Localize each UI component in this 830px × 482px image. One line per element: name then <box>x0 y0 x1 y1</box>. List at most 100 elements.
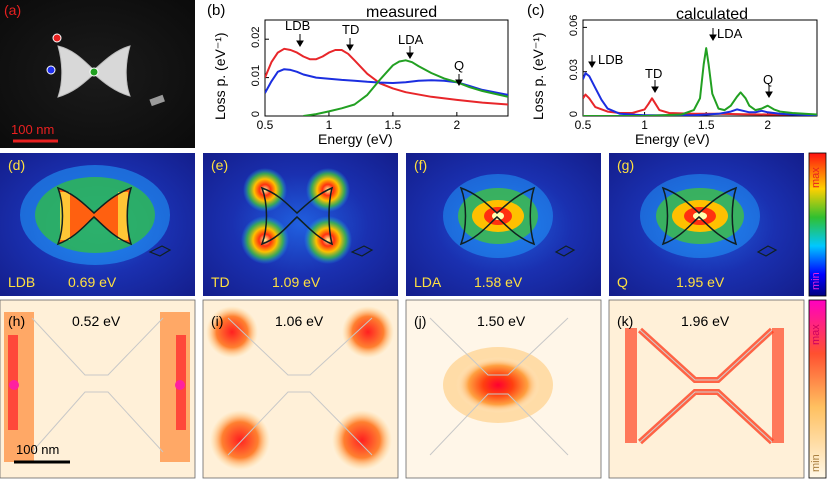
y-tick-label-b: 0.02 <box>250 26 262 47</box>
hotspot-br-e <box>304 216 352 264</box>
eels-map-e <box>203 153 398 296</box>
y-tick-label-b: 0 <box>250 111 262 117</box>
edge-hot-right-d <box>118 192 128 240</box>
lines-b <box>265 47 508 116</box>
axes-frame-c <box>582 19 818 117</box>
energy-label-i: 1.06 eV <box>275 313 324 329</box>
mode-label-g: Q <box>617 274 628 290</box>
geometry-outline-h <box>31 317 164 453</box>
debris-outline-d <box>148 245 172 257</box>
eels-map-f <box>406 153 601 296</box>
energy-label-j: 1.50 eV <box>477 313 526 329</box>
x-tick-label-b: 1 <box>326 118 333 132</box>
annotation-q-c: Q <box>763 72 774 87</box>
particle-outline-f <box>459 186 536 246</box>
geometry-outline-j <box>429 317 569 456</box>
probe-position-green <box>89 67 99 77</box>
debris-outline-f <box>554 245 576 257</box>
energy-label-f: 1.58 eV <box>474 274 523 290</box>
x-tick-label-b: 0.5 <box>257 118 274 132</box>
corner-tr-i <box>342 306 394 358</box>
probe-position-red <box>52 33 62 43</box>
energy-label-k: 1.96 eV <box>681 313 730 329</box>
hotspot-bl-e <box>241 216 289 264</box>
sim-map-k <box>608 299 805 479</box>
sim-map-h <box>0 299 196 479</box>
panel-label-b: (b) <box>207 2 226 19</box>
colorbar-heat-min: min <box>810 454 822 472</box>
annotation-q-b: Q <box>454 58 465 73</box>
panel-label-i: (i) <box>211 313 224 329</box>
edge-left-k <box>625 328 637 443</box>
sim-map-j <box>405 299 602 479</box>
panel-a <box>0 0 195 148</box>
center-hotspot-j <box>456 357 540 413</box>
panel-label-e: (e) <box>211 157 229 173</box>
arrowhead-ldb-b <box>296 40 304 47</box>
arrowhead-ldb-c <box>588 61 596 68</box>
mode-label-d: LDB <box>8 274 36 290</box>
colorbar-heat-max: max <box>810 324 822 345</box>
panel-label-k: (k) <box>617 313 634 329</box>
corner-bl-i <box>210 410 270 470</box>
corner-tl-i <box>206 306 258 358</box>
arrowhead-td-b <box>346 44 354 51</box>
panel-label-g: (g) <box>617 157 635 173</box>
colorbar-heat <box>808 299 827 479</box>
series-blue-c <box>583 72 817 116</box>
sim-map-i <box>202 299 399 479</box>
edge-right-k <box>772 328 784 443</box>
lines-c <box>583 47 817 116</box>
series-green-c <box>583 47 817 116</box>
arrowhead-q-b <box>455 79 463 86</box>
arrowhead-q-c <box>765 91 773 98</box>
debris-outline-e <box>350 245 374 257</box>
series-blue-b <box>265 68 508 96</box>
panel-label-d: (d) <box>8 157 26 173</box>
panel-c: 0.5 1 1.5 2 0 0.03 0.06 <box>568 15 818 132</box>
max-spot-right-h <box>175 380 185 390</box>
x-axis-label-c: Energy (eV) <box>635 131 710 147</box>
colorbar-jet-gradient <box>808 152 827 297</box>
x-tick-label-c: 2 <box>764 118 771 132</box>
geometry-outline-i <box>227 317 373 456</box>
map-background-e <box>203 153 398 296</box>
colorbar-jet <box>808 152 827 297</box>
energy-label-g: 1.95 eV <box>676 274 725 290</box>
corner-br-i <box>332 410 392 470</box>
x-tick-label-c: 0.5 <box>575 118 592 132</box>
mode-label-e: TD <box>211 274 230 290</box>
annotation-td-c: TD <box>645 66 663 81</box>
particle-fill-d <box>58 188 131 244</box>
axes-frame-b <box>264 19 509 117</box>
probe-position-blue <box>46 65 56 75</box>
panel-label-f: (f) <box>414 157 428 173</box>
annotation-lda-c: LDA <box>717 26 743 41</box>
max-spot-left-h <box>9 380 19 390</box>
hotspot-tl-e <box>243 168 287 212</box>
x-tick-label-c: 1 <box>641 118 648 132</box>
scale-bar-label-h: 100 nm <box>16 442 60 457</box>
arrows-c <box>588 28 773 98</box>
annotation-lda-b: LDA <box>398 32 424 47</box>
y-tick-label-c: 0 <box>568 111 580 117</box>
panel-label-c: (c) <box>527 2 545 19</box>
mode-label-f: LDA <box>414 274 442 290</box>
arrows-b <box>296 34 463 86</box>
eels-map-d <box>0 153 195 296</box>
scale-bar-label-a: 100 nm <box>11 122 55 137</box>
halo-core-g <box>693 212 707 220</box>
particle-outline-d <box>56 186 133 246</box>
x-tick-label-c: 1.5 <box>698 118 715 132</box>
geometry-outline-k <box>639 329 773 443</box>
x-axis-label-b: Energy (eV) <box>318 131 393 147</box>
arrowhead-td-c <box>651 86 659 93</box>
panel-b: 0.5 1 1.5 2 0 0.01 0.02 <box>250 19 509 132</box>
chart-title-c: calculated <box>676 6 749 23</box>
panel-label-j: (j) <box>414 313 427 329</box>
colorbar-heat-gradient <box>808 299 827 479</box>
y-axis-label-c: Loss p. (eV⁻¹) <box>530 32 546 120</box>
arrowhead-lda-b <box>406 52 414 59</box>
energy-label-e: 1.09 eV <box>272 274 321 290</box>
